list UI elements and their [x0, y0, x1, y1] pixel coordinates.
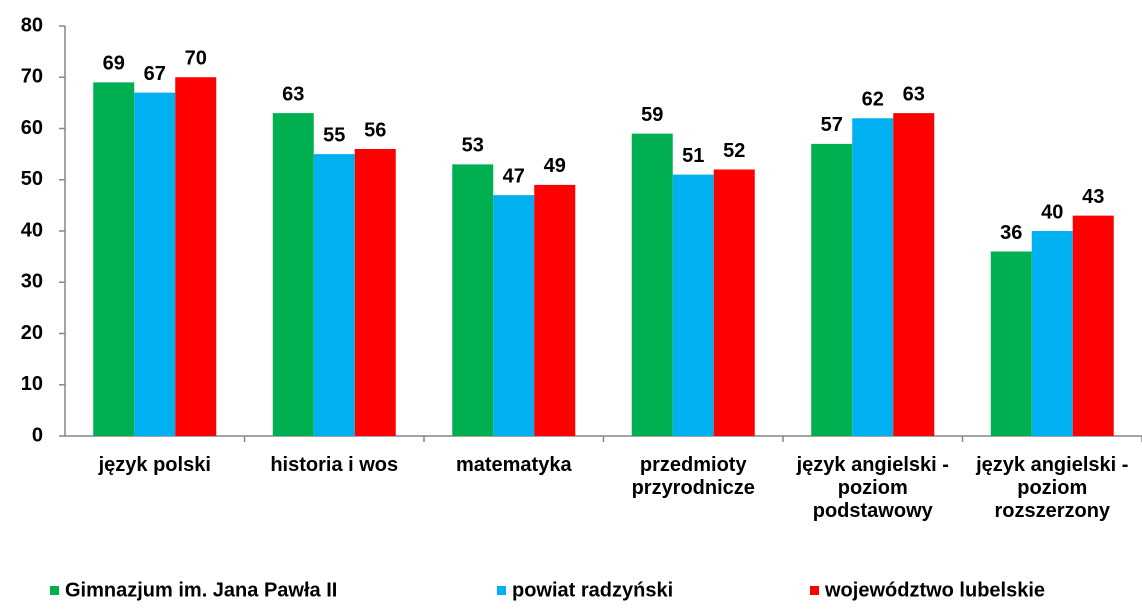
y-tick-label: 60: [21, 117, 43, 139]
y-tick-label: 50: [21, 168, 43, 190]
value-label: 67: [144, 63, 166, 85]
value-label: 55: [323, 124, 345, 146]
bar: [672, 174, 714, 436]
bar: [93, 82, 135, 436]
bar: [713, 169, 755, 436]
value-label: 56: [364, 119, 386, 141]
value-label: 40: [1041, 201, 1063, 223]
y-tick-label: 80: [21, 14, 43, 36]
value-label: 57: [821, 114, 843, 136]
x-tick-label: język angielski - poziom rozszerzony: [976, 454, 1129, 522]
value-label: 59: [641, 104, 663, 126]
bar: [811, 143, 853, 436]
legend-swatch: [497, 586, 506, 595]
y-tick-label: 20: [21, 322, 43, 344]
value-label: 62: [862, 89, 884, 111]
bar: [631, 133, 673, 436]
legend-label: województwo lubelskie: [824, 579, 1045, 601]
bar: [534, 184, 576, 436]
value-label: 47: [503, 165, 525, 187]
x-tick-label-box: historia i wos: [270, 454, 399, 476]
bar: [1072, 215, 1114, 436]
x-tick-label: język polski: [98, 454, 211, 476]
value-label: 52: [723, 140, 745, 162]
y-tick-label: 70: [21, 66, 43, 88]
y-tick-label: 10: [21, 373, 43, 395]
x-tick-label: matematyka: [455, 454, 572, 476]
value-label: 49: [544, 155, 566, 177]
x-tick-label-box: matematyka: [455, 454, 572, 476]
bar: [852, 118, 894, 436]
bar: [452, 164, 494, 436]
value-label: 36: [1000, 222, 1022, 244]
x-tick-label: przedmioty przyrodnicze: [631, 454, 755, 499]
bar: [134, 92, 176, 436]
value-label: 69: [103, 53, 125, 75]
bar: [1031, 231, 1073, 436]
x-tick-label-box: język angielski - poziom rozszerzony: [976, 454, 1129, 522]
legend-swatch: [810, 586, 819, 595]
bar: [272, 113, 314, 436]
value-label: 63: [282, 83, 304, 105]
legend-swatch: [50, 586, 59, 595]
value-label: 51: [682, 145, 704, 167]
value-label: 43: [1082, 186, 1104, 208]
x-tick-label-box: język angielski - poziom podstawowy: [796, 454, 949, 522]
y-tick-label: 30: [21, 271, 43, 293]
y-tick-label: 40: [21, 219, 43, 241]
y-tick-label: 0: [32, 424, 43, 446]
x-tick-label: język angielski - poziom podstawowy: [796, 454, 949, 522]
value-label: 53: [462, 135, 484, 157]
value-label: 63: [903, 83, 925, 105]
bar: [313, 154, 355, 436]
value-label: 70: [185, 48, 207, 70]
x-tick-label: historia i wos: [270, 454, 399, 476]
legend-label: powiat radzyński: [512, 579, 673, 601]
bar: [493, 195, 535, 436]
x-tick-label-box: język polski: [98, 454, 211, 476]
x-tick-label-box: przedmioty przyrodnicze: [631, 454, 755, 499]
legend-label: Gimnazjum im. Jana Pawła II: [65, 579, 337, 601]
bar: [175, 77, 217, 436]
bar: [354, 149, 396, 436]
bar: [990, 251, 1032, 436]
bar: [893, 113, 935, 436]
